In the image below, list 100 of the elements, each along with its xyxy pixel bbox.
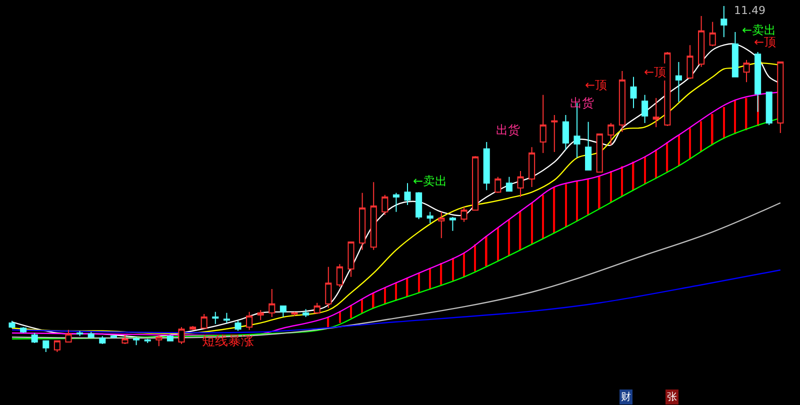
candlestick xyxy=(766,92,772,126)
candlestick xyxy=(449,216,456,232)
candlestick xyxy=(652,98,660,128)
candlestick xyxy=(494,176,502,194)
candlestick xyxy=(743,59,750,83)
candlestick xyxy=(404,182,411,206)
candlestick xyxy=(190,326,196,330)
candlestick xyxy=(720,6,728,38)
candlestick xyxy=(777,62,784,134)
candlestick xyxy=(144,338,151,344)
bar xyxy=(339,311,341,323)
candlestick xyxy=(359,192,366,250)
bar xyxy=(384,288,386,304)
bar xyxy=(463,253,465,277)
annotation: 出货 xyxy=(570,96,594,110)
bar xyxy=(418,273,420,293)
candlestick xyxy=(31,332,38,344)
candlestick xyxy=(212,311,219,324)
bar xyxy=(621,166,623,196)
candlestick xyxy=(732,31,738,78)
candlestick xyxy=(551,114,558,153)
candlestick xyxy=(517,170,524,198)
bar xyxy=(689,128,691,159)
bar xyxy=(429,268,431,289)
candlestick xyxy=(472,156,479,211)
bar xyxy=(361,299,363,313)
annotation: 短线暴涨 xyxy=(202,334,254,349)
candlestick xyxy=(156,334,162,347)
candlestick xyxy=(438,211,445,239)
candlestick xyxy=(88,331,94,339)
bar xyxy=(508,219,510,256)
candlestick xyxy=(325,266,332,309)
annotation: ←顶 xyxy=(754,35,776,49)
bar xyxy=(565,184,567,228)
bar xyxy=(440,263,442,285)
candlestick xyxy=(483,141,490,191)
candlestick xyxy=(99,336,106,345)
candlestick xyxy=(596,134,603,173)
candlestick xyxy=(200,313,208,329)
bar xyxy=(372,292,374,308)
candlestick xyxy=(416,192,422,220)
candlestick xyxy=(54,340,60,352)
candlestick xyxy=(122,334,128,345)
candlestick xyxy=(686,44,694,80)
bar xyxy=(666,142,668,172)
bar xyxy=(598,176,600,209)
bar xyxy=(587,178,589,215)
bar xyxy=(395,282,397,300)
bar xyxy=(723,107,725,138)
bar xyxy=(734,100,736,134)
bar xyxy=(655,150,657,178)
annotation: 出货 xyxy=(496,123,520,137)
candlestick xyxy=(392,192,400,212)
candlestick xyxy=(133,336,140,346)
candlestick xyxy=(314,302,320,314)
bar xyxy=(350,304,352,318)
annotation: 11.49 xyxy=(734,4,766,17)
bar xyxy=(531,202,533,244)
candlestick xyxy=(698,16,705,68)
annotation: ←卖出 xyxy=(413,174,448,188)
bar xyxy=(474,244,476,272)
candlestick xyxy=(460,206,468,222)
candlestick xyxy=(223,312,230,324)
bar xyxy=(700,121,702,152)
bar xyxy=(542,194,544,239)
candlestick xyxy=(246,311,253,330)
candlestick xyxy=(166,334,174,342)
candlestick xyxy=(528,146,536,188)
candlestick xyxy=(506,176,512,192)
annotation: ←顶 xyxy=(585,78,608,92)
candlestick xyxy=(540,94,546,154)
candlestick xyxy=(65,329,72,342)
candlestick xyxy=(76,330,84,337)
candlestick xyxy=(8,320,16,329)
candlestick xyxy=(302,308,310,318)
candlestick xyxy=(642,94,648,124)
bar xyxy=(711,114,714,146)
annotation: ←卖出 xyxy=(742,23,776,37)
candlestick xyxy=(426,211,434,224)
candlestick xyxy=(234,320,242,332)
bar xyxy=(485,236,488,266)
candlestick xyxy=(20,326,27,334)
bar xyxy=(610,171,612,203)
bar xyxy=(644,156,646,184)
candlestick xyxy=(608,122,614,146)
candlestick xyxy=(42,340,50,352)
candlestick xyxy=(280,305,286,318)
candlestick xyxy=(709,21,716,47)
candlestick xyxy=(618,70,626,132)
candlestick xyxy=(348,241,354,278)
bar xyxy=(497,228,499,261)
annotation: ←顶 xyxy=(644,65,666,79)
candlestick xyxy=(178,326,185,345)
text: 财 xyxy=(621,391,631,403)
bar xyxy=(678,135,680,166)
bar xyxy=(553,186,556,233)
candlestick xyxy=(382,194,388,216)
bar xyxy=(576,181,578,221)
text: 张 xyxy=(667,391,677,403)
candlestick xyxy=(268,288,276,318)
